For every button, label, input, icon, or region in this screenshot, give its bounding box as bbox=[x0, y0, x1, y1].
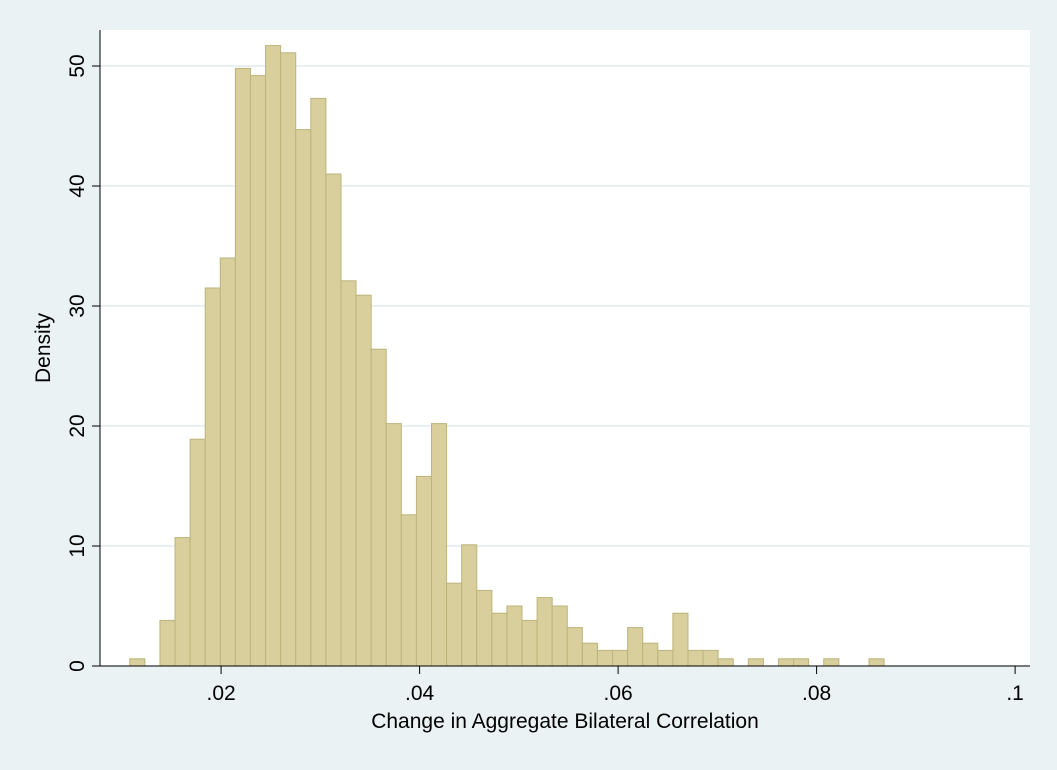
bar bbox=[295, 129, 312, 667]
bar bbox=[657, 649, 674, 667]
bar bbox=[219, 257, 236, 667]
y-tick-label: 10 bbox=[66, 534, 89, 557]
bar bbox=[129, 658, 146, 667]
bar bbox=[400, 514, 417, 667]
bar bbox=[461, 544, 478, 667]
bar bbox=[415, 475, 433, 667]
bar bbox=[204, 287, 221, 667]
y-tick-label: 50 bbox=[66, 54, 89, 77]
bar bbox=[385, 423, 402, 667]
bar bbox=[627, 627, 644, 667]
bar bbox=[777, 658, 795, 667]
x-tick-label: .02 bbox=[206, 682, 235, 705]
bar bbox=[868, 658, 885, 667]
x-axis-title: Change in Aggregate Bilateral Correlatio… bbox=[371, 710, 759, 733]
bar bbox=[431, 423, 448, 667]
bar bbox=[159, 619, 176, 667]
bar bbox=[536, 597, 553, 667]
bar bbox=[189, 438, 206, 667]
bar bbox=[793, 658, 810, 667]
bar bbox=[476, 589, 493, 667]
bar bbox=[702, 649, 719, 667]
bar bbox=[491, 612, 508, 667]
bar bbox=[521, 619, 538, 667]
y-axis-title: Density bbox=[32, 312, 55, 383]
bar bbox=[265, 45, 282, 667]
bar bbox=[717, 658, 734, 667]
x-tick-label: .1 bbox=[1006, 682, 1024, 705]
bar bbox=[280, 52, 297, 667]
bar bbox=[506, 605, 523, 667]
y-tick-label: 30 bbox=[66, 294, 89, 317]
y-tick-label: 40 bbox=[66, 174, 89, 197]
bar bbox=[551, 605, 568, 667]
bar bbox=[446, 582, 463, 667]
bar bbox=[642, 642, 659, 667]
x-tick-label: .06 bbox=[603, 682, 632, 705]
bar bbox=[747, 658, 764, 667]
bar bbox=[687, 649, 704, 667]
bar bbox=[234, 67, 251, 667]
bar bbox=[672, 612, 689, 667]
bar bbox=[249, 75, 267, 667]
bar bbox=[325, 173, 342, 667]
bar bbox=[566, 627, 583, 667]
bar bbox=[370, 348, 387, 667]
bar bbox=[581, 642, 598, 667]
bar bbox=[340, 280, 357, 667]
bar bbox=[310, 97, 327, 667]
bar bbox=[174, 537, 191, 667]
y-tick-label: 0 bbox=[66, 660, 89, 672]
bar bbox=[612, 649, 629, 667]
bar bbox=[355, 294, 372, 667]
bar bbox=[823, 658, 840, 667]
y-tick-label: 20 bbox=[66, 414, 89, 437]
bar bbox=[596, 649, 614, 667]
x-tick-label: .08 bbox=[802, 682, 831, 705]
x-tick-label: .04 bbox=[405, 682, 435, 705]
